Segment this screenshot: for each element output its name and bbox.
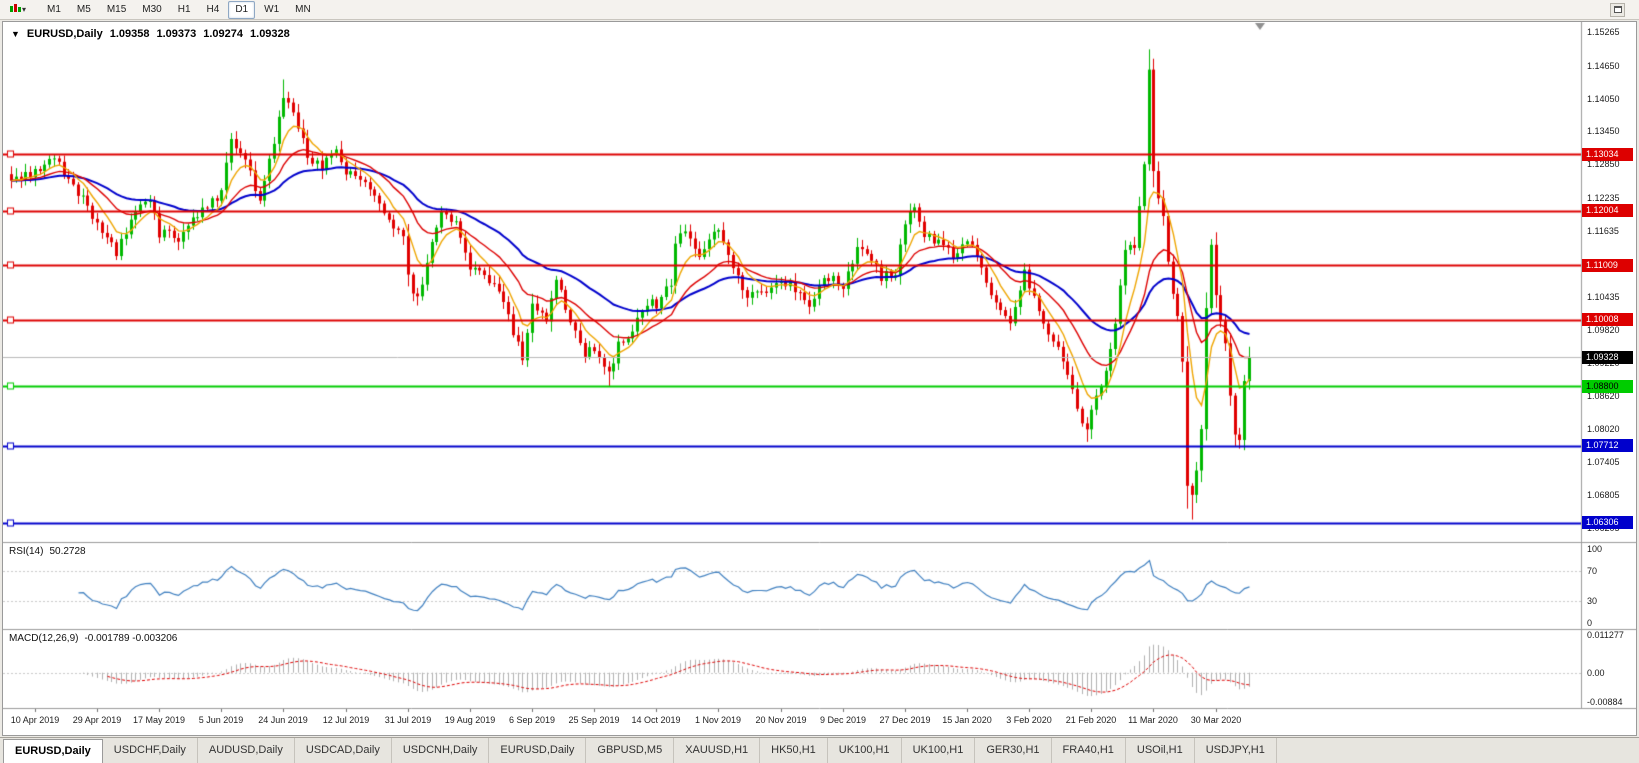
toolbar: ▾ M1 M5 M15 M30 H1 H4 D1 W1 MN (0, 0, 1639, 20)
chart-tab-13-usoil-h1[interactable]: USOil,H1 (1126, 738, 1195, 763)
macd-axis-label-bottom: -0.00884 (1587, 697, 1623, 707)
price-axis-label-1-14050: 1.14050 (1587, 93, 1620, 104)
macd-panel-label: MACD(12,26,9) -0.001789 -0.003206 (9, 633, 177, 644)
macd-name: MACD(12,26,9) (9, 633, 79, 644)
price-axis-label-1-06805: 1.06805 (1587, 490, 1620, 501)
hline-badge-1-11009: 1.11009 (1582, 258, 1633, 272)
date-label-7: 19 Aug 2019 (444, 715, 496, 725)
rsi-panel-label: RSI(14) 50.2728 (9, 546, 86, 557)
price-axis-label-1-11635: 1.11635 (1587, 225, 1619, 236)
rsi-axis-label-30: 30 (1587, 595, 1598, 606)
macd-axis-label-zero: 0.00 (1587, 667, 1605, 678)
chart-tab-7-xauusd-h1[interactable]: XAUUSD,H1 (674, 738, 761, 763)
chart-tab-12-fra40-h1[interactable]: FRA40,H1 (1052, 738, 1126, 763)
hline-badge-1-08800: 1.08800 (1582, 379, 1633, 393)
timeframe-button-m15[interactable]: M15 (106, 3, 127, 15)
chart-tab-14-usdjpy-h1[interactable]: USDJPY,H1 (1195, 738, 1277, 763)
chart-tab-3-usdcad-daily[interactable]: USDCAD,Daily (295, 738, 392, 763)
chart-tab-6-gbpusd-m5[interactable]: GBPUSD,M5 (586, 738, 675, 763)
timeframe-button-h4[interactable]: H4 (206, 3, 220, 15)
chart-tab-5-eurusd-daily[interactable]: EURUSD,Daily (489, 738, 587, 763)
hline-badge-1-12004: 1.12004 (1582, 204, 1633, 218)
date-label-10: 14 Oct 2019 (631, 715, 681, 725)
hline-badge-1-07712: 1.07712 (1582, 439, 1633, 453)
chart-tab-11-ger30-h1[interactable]: GER30,H1 (975, 738, 1052, 763)
macd-axis-label-top: 0.011277 (1587, 630, 1624, 640)
chart-tab-0-eurusd-daily[interactable]: EURUSD,Daily (3, 739, 103, 763)
timeframe-button-mn[interactable]: MN (295, 3, 311, 15)
price-axis-label-1-07405: 1.07405 (1587, 457, 1620, 468)
price-axis-label-1-13450: 1.13450 (1587, 126, 1620, 137)
ohlc-low: 1.09274 (203, 28, 244, 40)
hline-badge-1-10008: 1.10008 (1582, 313, 1633, 327)
chart-tab-2-audusd-daily[interactable]: AUDUSD,Daily (198, 738, 295, 763)
timeframe-button-h1[interactable]: H1 (177, 3, 191, 15)
date-label-18: 11 Mar 2020 (1128, 715, 1178, 725)
ohlc-close: 1.09328 (250, 28, 290, 40)
price-axis-label-1-10435: 1.10435 (1587, 291, 1620, 302)
date-label-19: 30 Mar 2020 (1190, 715, 1242, 725)
date-label-17: 21 Feb 2020 (1065, 715, 1117, 725)
macd-values: -0.001789 -0.003206 (84, 633, 178, 644)
rsi-name: RSI(14) (9, 546, 44, 557)
chart-tab-10-uk100-h1[interactable]: UK100,H1 (902, 738, 976, 763)
date-label-3: 5 Jun 2019 (198, 715, 244, 725)
date-label-14: 27 Dec 2019 (879, 715, 931, 725)
context-dropdown-icon[interactable]: ▼ (11, 29, 20, 39)
date-label-15: 15 Jan 2020 (942, 715, 992, 725)
rsi-axis-label-70: 70 (1587, 566, 1598, 577)
timeframe-button-w1[interactable]: W1 (264, 3, 280, 15)
date-label-13: 9 Dec 2019 (819, 715, 867, 725)
hline-badge-1-13034: 1.13034 (1582, 147, 1633, 161)
date-label-11: 1 Nov 2019 (694, 715, 742, 725)
hline-badge-1-06306: 1.06306 (1582, 516, 1633, 529)
timeframe-button-d1[interactable]: D1 (228, 0, 256, 19)
date-label-16: 3 Feb 2020 (1006, 715, 1052, 725)
timeframe-buttons: M1 M5 M15 M30 H1 H4 D1 W1 MN (39, 0, 319, 19)
date-label-1: 29 Apr 2019 (72, 715, 122, 725)
date-label-2: 17 May 2019 (132, 715, 186, 725)
date-label-12: 20 Nov 2019 (755, 715, 807, 725)
date-label-9: 25 Sep 2019 (568, 715, 620, 725)
ohlc-high: 1.09373 (156, 28, 197, 40)
price-axis-label-1-12235: 1.12235 (1587, 192, 1620, 203)
date-label-0: 10 Apr 2019 (10, 715, 60, 725)
chart-tab-1-usdchf-daily[interactable]: USDCHF,Daily (103, 738, 198, 763)
date-label-8: 6 Sep 2019 (508, 715, 556, 725)
restore-icon (1613, 6, 1622, 13)
timeframe-button-m1[interactable]: M1 (47, 3, 61, 15)
price-chart-canvas[interactable] (3, 22, 1636, 735)
chart-title: ▼ EURUSD,Daily 1.09358 1.09373 1.09274 1… (11, 28, 290, 40)
chart-type-dropdown[interactable]: ▾ (4, 0, 31, 21)
chart-restore-button[interactable] (1610, 2, 1625, 17)
rsi-axis-label-100: 100 (1587, 544, 1603, 554)
symbol-period-label: EURUSD,Daily (26, 28, 103, 40)
price-axis-label-1-15265: 1.15265 (1587, 27, 1620, 38)
date-label-5: 12 Jul 2019 (322, 715, 370, 725)
price-axis-label-1-08620: 1.08620 (1587, 390, 1620, 401)
chart-tab-4-usdcnh-daily[interactable]: USDCNH,Daily (392, 738, 490, 763)
price-axis-label-1-14650: 1.14650 (1587, 60, 1620, 71)
chart-tab-8-hk50-h1[interactable]: HK50,H1 (760, 738, 828, 763)
chart-window: ▼ EURUSD,Daily 1.09358 1.09373 1.09274 1… (2, 21, 1637, 736)
rsi-value: 50.2728 (49, 546, 86, 557)
price-axis-label-1-12850: 1.12850 (1587, 159, 1620, 170)
chevron-down-icon: ▾ (22, 5, 27, 14)
candlestick-chart-icon (9, 1, 21, 19)
date-label-6: 31 Jul 2019 (384, 715, 432, 725)
chart-tabbar: EURUSD,Daily USDCHF,Daily AUDUSD,Daily USDC… (0, 737, 1639, 763)
chart-tab-9-uk100-h1[interactable]: UK100,H1 (828, 738, 902, 763)
rsi-axis-label-0: 0 (1587, 618, 1593, 628)
current-price-badge: 1.09328 (1582, 350, 1633, 364)
timeframe-button-m5[interactable]: M5 (76, 3, 91, 15)
ohlc-open: 1.09358 (109, 28, 150, 40)
date-label-4: 24 Jun 2019 (258, 715, 308, 725)
price-axis-label-1-08020: 1.08020 (1587, 423, 1620, 434)
timeframe-button-m30[interactable]: M30 (142, 3, 162, 15)
price-axis-label-1-09820: 1.09820 (1587, 325, 1620, 336)
